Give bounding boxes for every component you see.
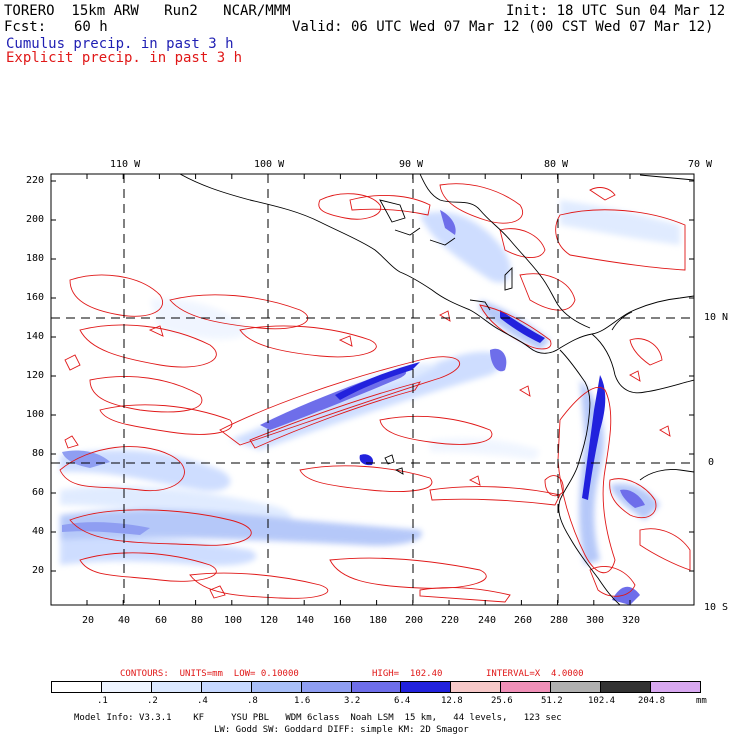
colorbar-label: 3.2: [344, 696, 361, 706]
colorbar-label: 204.8: [638, 696, 666, 706]
x-tick-label: 120: [260, 615, 279, 626]
colorbar-label: 102.4: [588, 696, 616, 706]
colorbar-bin: [201, 682, 252, 692]
contours-units: CONTOURS: UNITS=mm LOW= 0.10000: [120, 669, 299, 679]
x-tick-label: 280: [550, 615, 569, 626]
explicit-legend: Explicit precip. in past 3 h: [6, 50, 243, 66]
colorbar-label: 25.6: [491, 696, 513, 706]
cumulus-shading: [60, 200, 680, 605]
x-tick-label: 220: [441, 615, 460, 626]
x-tick-label: 20: [82, 615, 95, 626]
colorbar-bin: [251, 682, 302, 692]
colorbar-label: 12.8: [441, 696, 463, 706]
lon-label-80w: 80 W: [544, 159, 569, 170]
lon-label-90w: 90 W: [399, 159, 424, 170]
y-tick-label: 120: [26, 370, 45, 381]
lon-label-110w: 110 W: [110, 159, 141, 170]
x-tick-label: 80: [191, 615, 204, 626]
y-tick-label: 20: [32, 565, 45, 576]
colorbar-label: .4: [197, 696, 208, 706]
colorbar-bin: [601, 682, 652, 692]
colorbar-label: 1.6: [294, 696, 311, 706]
contours-interval: INTERVAL=X 4.0000: [486, 669, 584, 679]
x-tick-label: 240: [478, 615, 497, 626]
lat-label-0: 0: [708, 457, 715, 468]
x-tick-label: 320: [622, 615, 641, 626]
colorbar-bin: [101, 682, 152, 692]
model-physics: LW: Godd SW: Goddard DIFF: simple KM: 2D…: [214, 725, 469, 735]
colorbar-bin: [301, 682, 352, 692]
x-tick-label: 160: [333, 615, 352, 626]
lon-label-100w: 100 W: [254, 159, 285, 170]
model-title: TORERO 15km ARW Run2 NCAR/MMM: [4, 3, 291, 19]
x-tick-label: 40: [118, 615, 131, 626]
init-time: Init: 18 UTC Sun 04 Mar 12: [506, 3, 726, 19]
x-tick-label: 60: [155, 615, 168, 626]
colorbar-label: .1: [97, 696, 108, 706]
y-tick-label: 160: [26, 292, 45, 303]
colorbar-bin: [451, 682, 502, 692]
lon-label-70w: 70 W: [688, 159, 713, 170]
forecast-hours: 60 h: [74, 19, 108, 35]
contours-high: HIGH= 102.40: [372, 669, 443, 679]
colorbar-bin: [151, 682, 202, 692]
x-tick-label: 200: [405, 615, 424, 626]
colorbar-label: 51.2: [541, 696, 563, 706]
colorbar-bin: [501, 682, 552, 692]
x-tick-label: 180: [369, 615, 388, 626]
colorbar-label: .8: [247, 696, 258, 706]
forecast-label: Fcst:: [4, 19, 47, 35]
colorbar-bin: [52, 682, 102, 692]
x-tick-label: 260: [514, 615, 533, 626]
y-tick-label: 40: [32, 526, 45, 537]
colorbar-unit: mm: [696, 696, 707, 706]
y-tick-label: 200: [26, 214, 45, 225]
x-tick-label: 100: [224, 615, 243, 626]
x-tick-label: 140: [296, 615, 315, 626]
y-tick-label: 180: [26, 253, 45, 264]
valid-time: Valid: 06 UTC Wed 07 Mar 12 (00 CST Wed …: [292, 19, 714, 35]
lat-label-10s: 10 S: [704, 602, 729, 613]
axis-ticks: [51, 174, 694, 605]
cumulus-legend: Cumulus precip. in past 3 h: [6, 36, 234, 52]
colorbar-label: .2: [147, 696, 158, 706]
colorbar-bin: [401, 682, 452, 692]
y-tick-label: 220: [26, 175, 45, 186]
colorbar-bin: [651, 682, 700, 692]
lat-lon-grid: [51, 174, 694, 605]
y-tick-label: 60: [32, 487, 45, 498]
explicit-contours: [59, 183, 691, 603]
y-tick-label: 140: [26, 331, 45, 342]
y-tick-label: 100: [26, 409, 45, 420]
coastlines: [179, 174, 694, 605]
model-info: Model Info: V3.3.1 KF YSU PBL WDM 6class…: [74, 713, 562, 723]
colorbar-label: 6.4: [394, 696, 411, 706]
x-tick-label: 300: [586, 615, 605, 626]
colorbar-bin: [351, 682, 402, 692]
colorbar: [51, 681, 701, 693]
y-tick-label: 80: [32, 448, 45, 459]
colorbar-bin: [551, 682, 602, 692]
lat-label-10n: 10 N: [704, 312, 729, 323]
